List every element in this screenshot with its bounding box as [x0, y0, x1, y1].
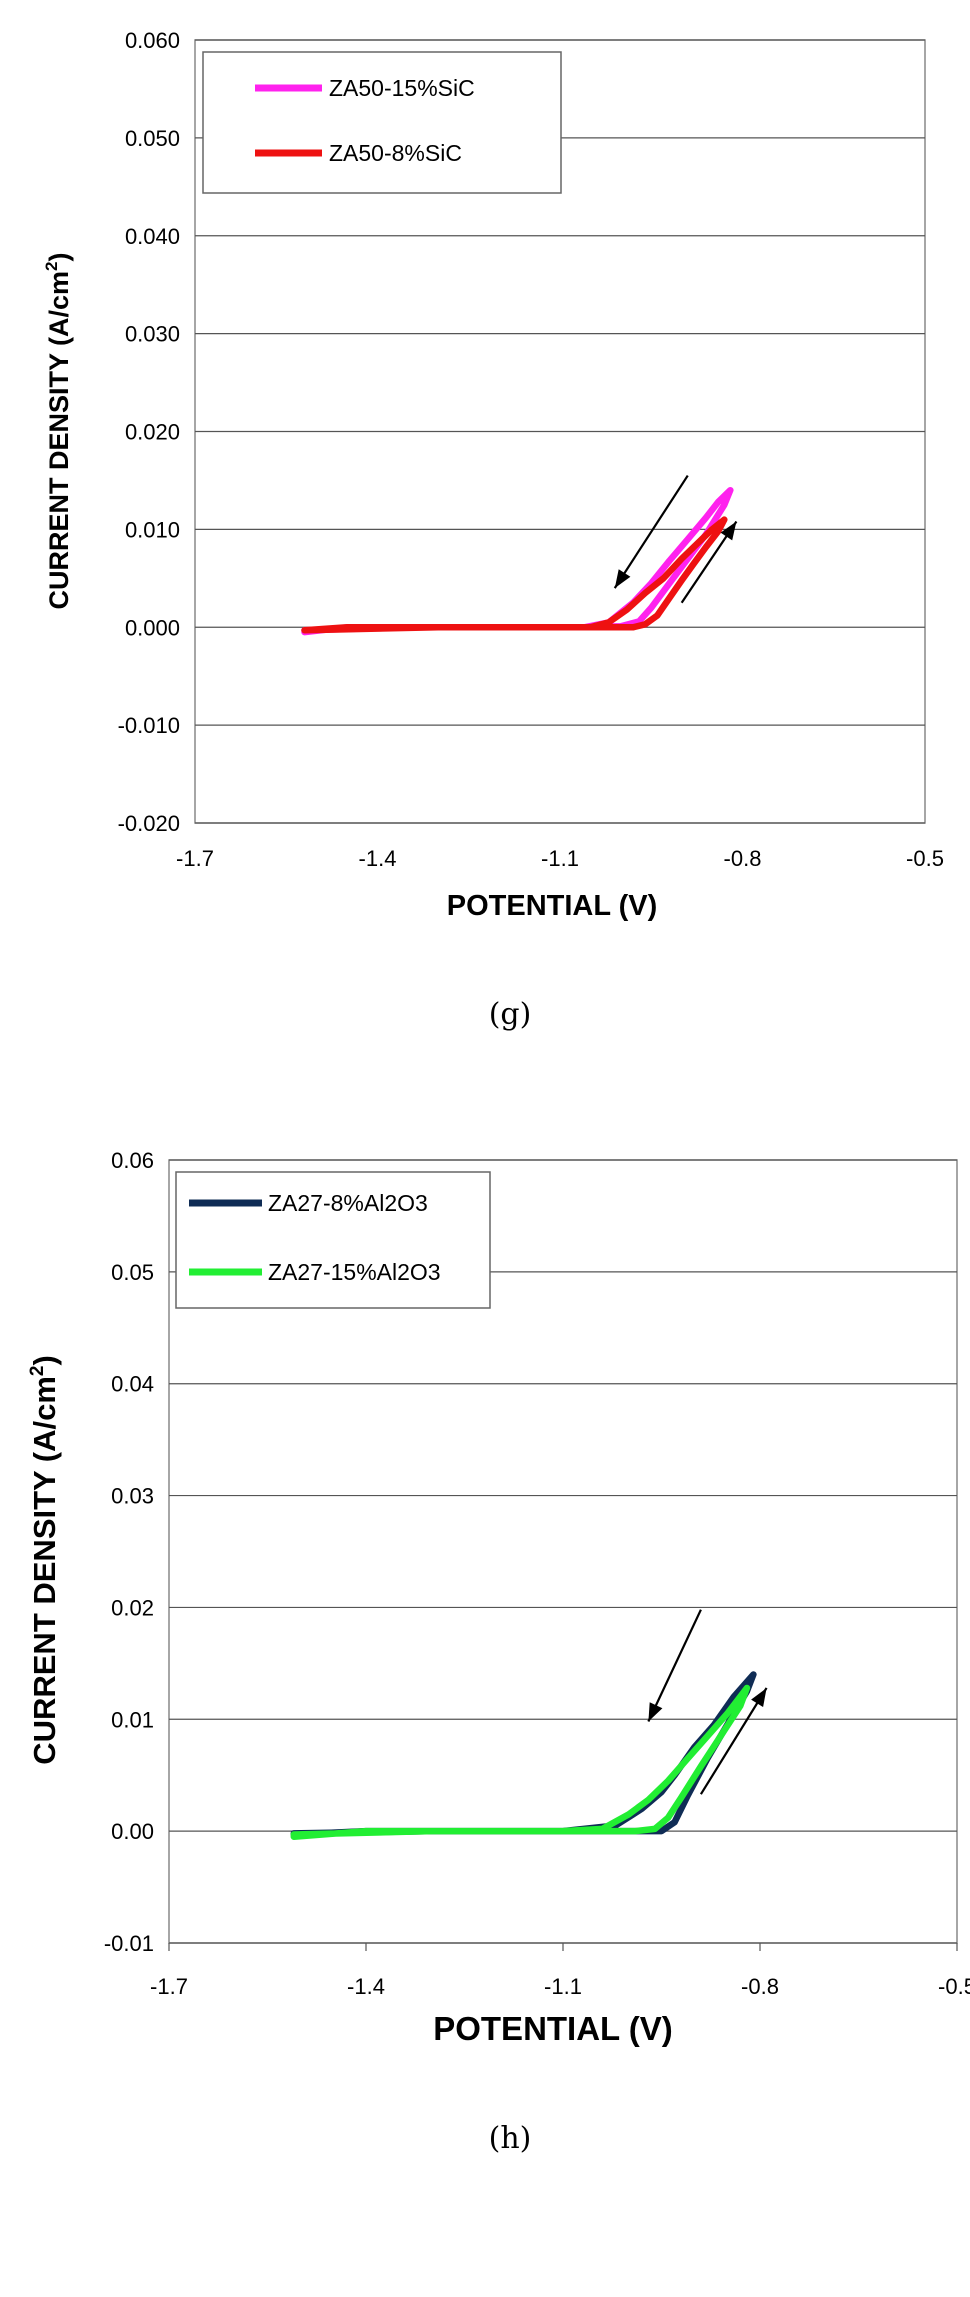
- x-tick-labels: -1.7 -1.4 -1.1 -0.8 -0.5: [150, 1943, 970, 1999]
- direction-arrow-shaft: [699, 1687, 768, 1795]
- y-axis-title-main: CURRENT DENSITY (A/cm: [44, 271, 74, 610]
- y-tick-label: 0.06: [111, 1148, 154, 1173]
- direction-arrow-head: [614, 569, 631, 589]
- direction-arrow-shaft: [613, 474, 689, 589]
- chart-g: 0.060 0.050 0.040 0.030 0.020 0.010 0.000 -0.01…: [42, 28, 944, 1032]
- y-tick-label: 0.020: [125, 420, 180, 445]
- x-tick-label: -0.5: [906, 846, 944, 871]
- x-tick-label: -1.1: [541, 846, 579, 871]
- y-tick-labels: 0.060 0.050 0.040 0.030 0.020 0.010 0.000 -0.01…: [118, 28, 180, 836]
- x-tick-label: -0.5: [938, 1974, 970, 1999]
- x-tick-label: -0.8: [724, 846, 762, 871]
- y-axis-title-superscript: 2: [42, 261, 61, 270]
- y-tick-label: -0.010: [118, 713, 180, 738]
- x-tick-label: -1.4: [359, 846, 397, 871]
- y-tick-label: 0.030: [125, 322, 180, 347]
- x-tick-label: -1.4: [347, 1974, 385, 1999]
- y-tick-label: 0.050: [125, 126, 180, 151]
- y-tick-label: 0.04: [111, 1372, 154, 1397]
- y-axis-title-superscript: 2: [27, 1366, 48, 1377]
- x-tick-label: -1.7: [150, 1974, 188, 1999]
- series-lines: [301, 486, 734, 636]
- legend-box: [175, 1171, 491, 1309]
- x-tick-label: -1.1: [544, 1974, 582, 1999]
- figure-caption-g: (g): [489, 997, 532, 1032]
- y-tick-label: 0.05: [111, 1260, 154, 1285]
- y-tick-label: 0.010: [125, 517, 180, 542]
- y-tick-label: 0.03: [111, 1484, 154, 1509]
- legend: ZA27-8%Al2O3 ZA27-15%Al2O3: [175, 1171, 491, 1309]
- direction-arrows: [613, 474, 738, 604]
- x-axis-title: POTENTIAL (V): [447, 890, 658, 922]
- direction-arrow-head: [751, 1688, 767, 1707]
- y-tick-label: -0.01: [104, 1931, 154, 1956]
- y-axis-title-end: ): [27, 1355, 62, 1365]
- y-axis-title-end: ): [44, 252, 74, 261]
- legend-label-za50-8-sic: ZA50-8%SiC: [329, 140, 462, 166]
- x-tick-label: -1.7: [176, 846, 214, 871]
- direction-arrow-shaft: [647, 1609, 702, 1722]
- legend-label-za50-15-sic: ZA50-15%SiC: [329, 75, 475, 101]
- series-line-za50-8-sic: [301, 516, 728, 634]
- y-axis-title: CURRENT DENSITY (A/cm2): [27, 1355, 62, 1765]
- direction-arrow-head: [720, 521, 737, 541]
- y-tick-label: 0.040: [125, 224, 180, 249]
- y-tick-label: 0.01: [111, 1707, 154, 1732]
- legend-label-za27-8-al2o3: ZA27-8%Al2O3: [268, 1190, 428, 1216]
- direction-arrows: [647, 1609, 768, 1795]
- legend-box: [202, 51, 562, 194]
- y-tick-label: 0.000: [125, 615, 180, 640]
- direction-arrow-head: [648, 1702, 663, 1722]
- x-tick-label: -0.8: [741, 1974, 779, 1999]
- legend: ZA50-15%SiC ZA50-8%SiC: [202, 51, 562, 194]
- legend-label-za27-15-al2o3: ZA27-15%Al2O3: [268, 1259, 441, 1285]
- figure-caption-h: (h): [489, 2121, 532, 2156]
- y-axis-title: CURRENT DENSITY (A/cm2): [42, 252, 74, 609]
- chart-h: 0.060.050.040.030.020.010.00-0.01 -1.7 -1…: [27, 1148, 970, 2156]
- y-tick-label: 0.060: [125, 28, 180, 53]
- y-tick-label: 0.00: [111, 1819, 154, 1844]
- y-axis-title-main: CURRENT DENSITY (A/cm: [27, 1376, 62, 1765]
- series-line-za27-15-al2o3: [290, 1684, 751, 1840]
- y-tick-label: 0.02: [111, 1595, 154, 1620]
- x-axis-title: POTENTIAL (V): [433, 2010, 673, 2047]
- series-lines: [290, 1671, 757, 1840]
- y-tick-label: -0.020: [118, 811, 180, 836]
- x-tick-labels: -1.7 -1.4 -1.1 -0.8 -0.5: [176, 846, 944, 871]
- y-tick-labels: 0.06 0.05 0.04 0.03 0.02 0.01 0.00 -0.01: [104, 1148, 154, 1956]
